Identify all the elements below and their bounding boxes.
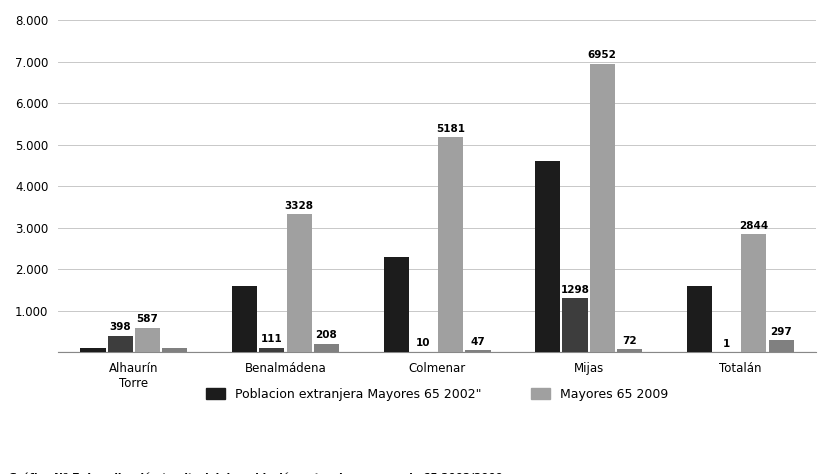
Text: 1: 1 xyxy=(723,339,730,349)
Text: 398: 398 xyxy=(110,322,131,332)
Text: 3328: 3328 xyxy=(284,201,313,210)
Bar xyxy=(259,347,284,352)
Bar xyxy=(686,286,712,352)
Text: 10: 10 xyxy=(416,338,430,348)
Bar xyxy=(162,348,187,352)
Text: 587: 587 xyxy=(136,314,159,325)
Bar xyxy=(81,348,106,352)
Text: 6952: 6952 xyxy=(588,50,617,60)
Bar xyxy=(108,336,133,352)
Bar xyxy=(232,286,257,352)
Bar xyxy=(563,298,588,352)
Text: 5181: 5181 xyxy=(436,124,465,134)
Text: 297: 297 xyxy=(770,327,792,337)
Bar xyxy=(287,214,312,352)
Text: 47: 47 xyxy=(470,337,485,347)
Text: 72: 72 xyxy=(622,336,637,346)
Text: 1298: 1298 xyxy=(561,285,589,295)
Bar xyxy=(590,64,615,352)
Text: 2844: 2844 xyxy=(740,221,769,231)
Bar xyxy=(535,161,560,352)
Text: Gráfico Nº 7: Localización territorial de población extranjera mayor de 65 2002/: Gráfico Nº 7: Localización territorial d… xyxy=(8,473,503,474)
Legend: Poblacion extranjera Mayores 65 2002", Mayores 65 2009: Poblacion extranjera Mayores 65 2002", M… xyxy=(201,383,673,406)
Bar xyxy=(465,350,490,352)
Bar xyxy=(617,349,642,352)
Bar xyxy=(438,137,463,352)
Bar xyxy=(135,328,160,352)
Bar xyxy=(769,340,794,352)
Text: 111: 111 xyxy=(261,334,283,344)
Bar xyxy=(741,234,766,352)
Text: 208: 208 xyxy=(316,330,337,340)
Bar xyxy=(384,256,409,352)
Bar xyxy=(314,344,339,352)
